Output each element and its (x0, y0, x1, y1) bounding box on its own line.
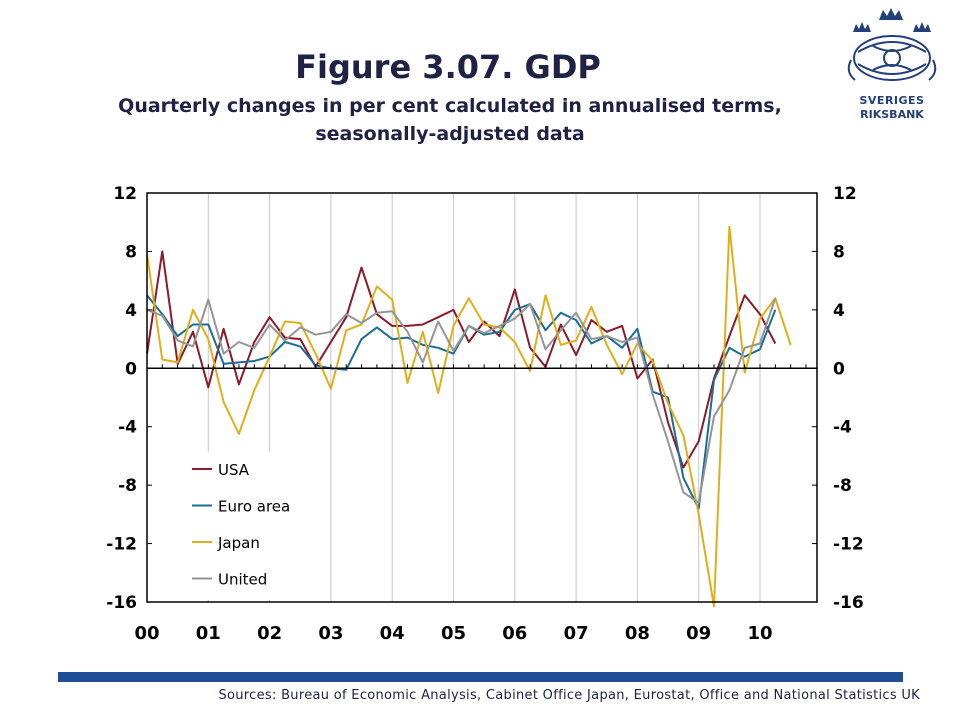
y-tick-label-right: 8 (833, 242, 845, 262)
sources-note: Sources: Bureau of Economic Analysis, Ca… (218, 688, 920, 703)
chart-legend: USA Euro area Japan United (170, 452, 318, 600)
x-tick-label-00: 00 (134, 623, 159, 644)
page-title: Figure 3.07. GDP (295, 48, 601, 86)
y-tick-label-right: 4 (833, 301, 845, 321)
chart-grid (207, 193, 761, 602)
x-tick-label-04: 04 (380, 623, 405, 644)
logo-line1: SVERIGES (860, 94, 925, 107)
y-tick-label-right: -4 (833, 418, 852, 438)
y-tick-label-right: -12 (833, 535, 864, 555)
series-layer (146, 225, 792, 608)
x-tick-label-05: 05 (441, 623, 466, 644)
legend-box (170, 452, 318, 600)
y-tick-label-right: -8 (833, 476, 852, 496)
y-tick-label-left: 8 (125, 242, 137, 262)
series-line-united (146, 297, 777, 504)
x-tick-label-09: 09 (686, 623, 711, 644)
legend-label: Japan (217, 534, 260, 552)
y-tick-label-right: 0 (833, 359, 845, 379)
y-tick-label-left: 12 (113, 184, 137, 204)
legend-label: USA (218, 461, 250, 479)
footer-bar (58, 672, 903, 682)
series-line-usa (146, 250, 777, 469)
y-tick-label-right: 12 (833, 184, 857, 204)
riksbank-crest-icon: SVERIGES RIKSBANK (847, 8, 937, 121)
x-tick-label-02: 02 (257, 623, 282, 644)
series-line-japan (146, 225, 792, 608)
y-tick-label-left: 4 (125, 301, 137, 321)
x-tick-label-01: 01 (196, 623, 221, 644)
plot-frame (146, 192, 818, 603)
logo-line2: RIKSBANK (860, 108, 924, 121)
y-tick-label-left: -12 (106, 535, 137, 555)
y-tick-label-right: -16 (833, 593, 864, 613)
y-tick-label-left: -16 (106, 593, 137, 613)
riksbank-logo: SVERIGES RIKSBANK (833, 0, 951, 148)
x-tick-label-08: 08 (625, 623, 650, 644)
y-tick-label-left: 0 (125, 359, 137, 379)
x-tick-label-06: 06 (502, 623, 527, 644)
page-subtitle: Quarterly changes in per cent calculated… (118, 95, 782, 145)
y-tick-label-left: -8 (118, 476, 137, 496)
x-tick-label-03: 03 (318, 623, 343, 644)
y-tick-label-left: -4 (118, 418, 137, 438)
legend-label: United (218, 571, 267, 589)
x-tick-label-10: 10 (747, 623, 772, 644)
x-tick-label-07: 07 (564, 623, 589, 644)
legend-label: Euro area (218, 498, 290, 516)
